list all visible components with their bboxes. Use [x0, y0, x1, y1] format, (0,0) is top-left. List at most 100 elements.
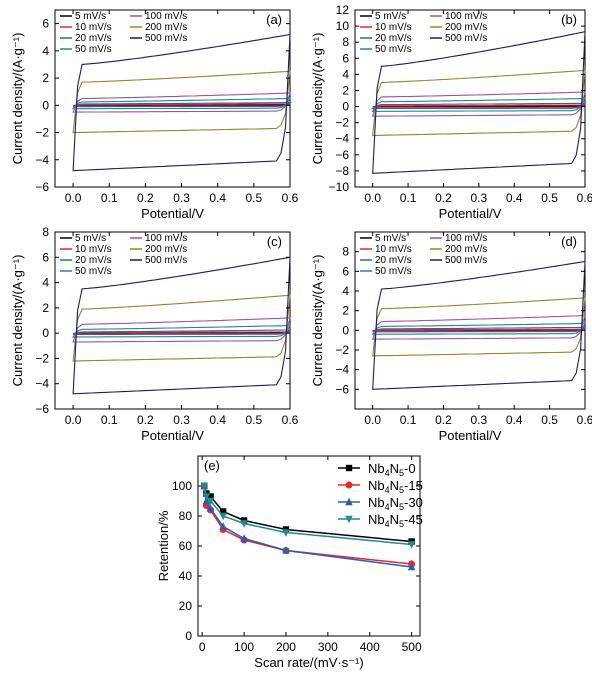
- data-point: [407, 541, 416, 549]
- y-tick-label: 40: [179, 569, 193, 583]
- y-tick-label: −10: [329, 180, 350, 194]
- y-tick-label: 12: [336, 3, 350, 17]
- x-tick-label: 200: [276, 640, 296, 654]
- y-tick-label: 2: [42, 301, 49, 315]
- legend-label-part: -45: [404, 512, 423, 527]
- legend-label: 10 mV/s: [375, 244, 412, 255]
- y-tick-label: 20: [179, 599, 193, 613]
- x-tick-label: 0.0: [65, 413, 82, 427]
- y-axis-label: Current density/(A·g⁻¹): [10, 33, 25, 165]
- legend-label-part: -30: [404, 495, 423, 510]
- x-tick-label: 0.3: [173, 413, 190, 427]
- legend-label: 10 mV/s: [375, 22, 412, 33]
- y-tick-label: 80: [179, 509, 193, 523]
- y-tick-label: 10: [336, 19, 350, 33]
- y-tick-label: 8: [42, 225, 49, 239]
- y-tick-label: 0: [342, 323, 349, 337]
- x-tick-label: 0.4: [209, 413, 226, 427]
- cv-curve-2: [372, 326, 587, 333]
- legend-label: 500 mV/s: [445, 255, 487, 266]
- y-tick-label: 4: [342, 284, 349, 298]
- cv-curve-5: [72, 70, 291, 134]
- legend-label-part: 5: [399, 519, 404, 529]
- cv-curve-1: [372, 328, 586, 332]
- cv-curve-6: [72, 33, 291, 172]
- legend-label-part: 4: [385, 468, 390, 478]
- legend-label-part: 5: [399, 502, 404, 512]
- legend-label-part: 5: [399, 468, 404, 478]
- legend-label: 50 mV/s: [375, 44, 412, 55]
- cv-panel-3: 0.0 0.1 0.2 0.3 0.4 0.5 0.6 −6 −4 −2 0 2 4 6 8 Potentia…: [310, 231, 592, 443]
- cv-curve-5: [372, 69, 586, 137]
- y-tick-label: −2: [335, 343, 349, 357]
- x-tick-label: 400: [360, 640, 380, 654]
- x-tick-label: 500: [402, 640, 422, 654]
- y-tick-label: −2: [335, 116, 349, 130]
- y-tick-label: 60: [179, 539, 193, 553]
- legend-label: Nb4N5-15: [368, 478, 423, 495]
- data-point: [202, 493, 211, 501]
- y-axis-label: Retention/%: [156, 510, 171, 581]
- y-tick-label: 6: [42, 250, 49, 264]
- panel-label: (a): [266, 12, 282, 27]
- legend-label: 20 mV/s: [375, 255, 412, 266]
- y-axis-label: Current density/(A·g⁻¹): [310, 33, 325, 165]
- panel-label: (e): [204, 458, 220, 473]
- x-tick-label: 0: [199, 640, 206, 654]
- cv-curve-6: [372, 260, 586, 390]
- legend-label: 200 mV/s: [445, 244, 487, 255]
- y-axis-label: Current density/(A·g⁻¹): [310, 255, 325, 387]
- legend-label-part: 4: [385, 519, 390, 529]
- x-tick-label: 0.2: [137, 413, 154, 427]
- legend-label: 500 mV/s: [145, 255, 187, 266]
- legend-label: 100 mV/s: [145, 233, 187, 244]
- legend-label-part: 4: [385, 485, 390, 495]
- cv-curve-4: [72, 92, 291, 113]
- data-point: [200, 482, 208, 491]
- x-axis-label: Scan rate/(mV·s⁻¹): [254, 655, 363, 670]
- x-tick-label: 0.5: [541, 413, 558, 427]
- x-tick-label: 0.5: [246, 191, 263, 205]
- cv-curve-3: [71, 97, 292, 110]
- y-tick-label: 6: [42, 17, 49, 31]
- legend-label-part: Nb: [368, 461, 385, 476]
- plot-frame: [354, 231, 586, 410]
- y-tick-label: 6: [342, 51, 349, 65]
- x-tick-label: 0.3: [471, 413, 488, 427]
- cv-panel-0: 0.0 0.1 0.2 0.3 0.4 0.5 0.6 −6 −4 −2 0 2 4 6 Potential…: [10, 9, 299, 221]
- cv-curve-4: [371, 315, 586, 340]
- legend-label-part: N: [390, 495, 399, 510]
- data-point: [407, 562, 416, 571]
- y-tick-label: −2: [35, 351, 49, 365]
- y-tick-label: 0: [185, 629, 192, 643]
- cv-curve-2: [72, 102, 292, 108]
- legend-label: 50 mV/s: [375, 266, 412, 277]
- x-axis-label: Potential/V: [439, 206, 502, 221]
- data-point: [240, 534, 248, 542]
- legend-label: 5 mV/s: [375, 233, 406, 244]
- x-axis-label: Potential/V: [141, 206, 204, 221]
- cv-curve-5: [72, 294, 291, 362]
- legend-label-part: 5: [399, 485, 404, 495]
- x-tick-label: 0.0: [364, 413, 381, 427]
- y-tick-label: −4: [335, 132, 349, 146]
- legend-label: 10 mV/s: [75, 244, 112, 255]
- y-tick-label: 8: [342, 35, 349, 49]
- legend-label: 20 mV/s: [75, 255, 112, 266]
- y-tick-label: 2: [342, 304, 349, 318]
- data-point: [219, 512, 227, 521]
- data-point: [345, 481, 353, 489]
- cv-panel-2: 0.0 0.1 0.2 0.3 0.4 0.5 0.6 −6 −4 −2 0 2 4 6 8 Potentia…: [10, 225, 299, 443]
- retention-series-3: [200, 482, 416, 549]
- legend-label: 100 mV/s: [445, 11, 487, 22]
- cv-curve-2: [371, 102, 587, 110]
- cv-curve-1: [72, 331, 291, 335]
- legend-label-part: Nb: [368, 512, 385, 527]
- x-tick-label: 0.4: [506, 191, 523, 205]
- y-tick-label: −4: [35, 153, 49, 167]
- cv-curve-4: [72, 317, 291, 343]
- retention-series-2: [200, 481, 416, 571]
